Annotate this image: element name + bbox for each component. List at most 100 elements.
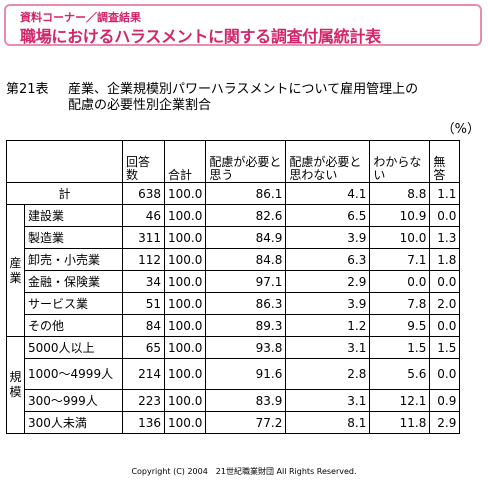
header-no-answer: 無答 xyxy=(429,140,461,183)
cell-unknown: 7.1 xyxy=(369,248,431,271)
cell-no-answer: 1.1 xyxy=(429,182,461,205)
row-label: 300人未満 xyxy=(24,411,123,434)
cell-need: 82.6 xyxy=(205,204,287,227)
cell-unknown: 5.6 xyxy=(369,358,431,390)
cell-no-need: 3.1 xyxy=(285,389,371,412)
row-label: 計 xyxy=(6,182,123,205)
cell-unknown: 9.5 xyxy=(369,314,431,337)
cell-no-need: 2.8 xyxy=(285,358,371,390)
cell-total: 100.0 xyxy=(163,226,207,249)
table-row: その他 84 100.0 89.3 1.2 9.5 0.0 xyxy=(7,314,461,337)
group-industry-text: 産業 xyxy=(9,255,22,285)
row-label: 建設業 xyxy=(24,204,123,227)
row-label: 製造業 xyxy=(24,226,123,249)
cell-no-answer: 1.3 xyxy=(429,226,461,249)
cell-unknown: 10.0 xyxy=(369,226,431,249)
cell-no-answer: 0.0 xyxy=(429,358,461,390)
cell-no-answer: 1.8 xyxy=(429,248,461,271)
page-banner: 資料コーナー／調査結果 職場におけるハラスメントに関する調査付属統計表 xyxy=(4,4,482,46)
cell-need: 86.1 xyxy=(205,182,287,205)
group-label-size: 規模 xyxy=(6,336,25,434)
unit-label: （%） xyxy=(441,122,480,137)
group-size-text: 規模 xyxy=(9,370,22,399)
row-label: 300〜999人 xyxy=(24,389,123,412)
group-label-industry: 産業 xyxy=(6,204,25,337)
cell-total: 100.0 xyxy=(163,358,207,390)
cell-no-need: 4.1 xyxy=(285,182,371,205)
cell-no-need: 2.9 xyxy=(285,270,371,293)
row-label: 1000〜4999人 xyxy=(24,358,123,390)
cell-need: 91.6 xyxy=(205,358,287,390)
header-row: 回答数 合計 配慮が必要と思う 配慮が必要と思わない わからない 無答 xyxy=(6,140,461,183)
cell-responses: 223 xyxy=(122,389,165,412)
cell-unknown: 0.0 xyxy=(369,270,431,293)
table-row: サービス業 51 100.0 86.3 3.9 7.8 2.0 xyxy=(7,292,461,315)
cell-responses: 46 xyxy=(122,204,165,227)
table-title-line2: 配慮の必要性別企業割合 xyxy=(68,98,212,113)
cell-need: 86.3 xyxy=(205,292,287,315)
cell-total: 100.0 xyxy=(163,204,207,227)
cell-need: 97.1 xyxy=(205,270,287,293)
header-unknown: わからない xyxy=(369,140,431,183)
copyright-notice: Copyright (C) 2004 21世紀職業財団 All Rights R… xyxy=(131,467,357,476)
table-row-total: 計 638 100.0 86.1 4.1 8.8 1.1 xyxy=(6,182,461,205)
cell-no-need: 6.3 xyxy=(285,248,371,271)
cell-no-answer: 0.0 xyxy=(429,314,461,337)
cell-total: 100.0 xyxy=(163,336,207,359)
cell-need: 84.8 xyxy=(205,248,287,271)
header-responses: 回答数 xyxy=(122,140,165,183)
row-label: 卸売・小売業 xyxy=(24,248,123,271)
table-row: 300〜999人 223 100.0 83.9 3.1 12.1 0.9 xyxy=(7,389,461,412)
cell-no-answer: 1.5 xyxy=(429,336,461,359)
header-blank xyxy=(6,140,123,183)
cell-no-answer: 0.9 xyxy=(429,389,461,412)
table-title-line1: 産業、企業規模別パワーハラスメントについて雇用管理上の xyxy=(68,82,419,97)
cell-need: 89.3 xyxy=(205,314,287,337)
cell-no-need: 3.9 xyxy=(285,292,371,315)
header-no-need: 配慮が必要と思わない xyxy=(285,140,371,183)
row-label: 5000人以上 xyxy=(24,336,123,359)
cell-total: 100.0 xyxy=(163,292,207,315)
cell-unknown: 1.5 xyxy=(369,336,431,359)
header-total: 合計 xyxy=(163,140,207,183)
cell-no-need: 3.1 xyxy=(285,336,371,359)
cell-responses: 34 xyxy=(122,270,165,293)
cell-unknown: 11.8 xyxy=(369,411,431,434)
cell-responses: 65 xyxy=(122,336,165,359)
cell-total: 100.0 xyxy=(163,411,207,434)
row-label: その他 xyxy=(24,314,123,337)
table-title: 第21表 産業、企業規模別パワーハラスメントについて雇用管理上の 配慮の必要性別企… xyxy=(6,82,482,114)
cell-no-answer: 0.0 xyxy=(429,270,461,293)
cell-no-answer: 2.9 xyxy=(429,411,461,434)
cell-total: 100.0 xyxy=(163,182,207,205)
row-label: 金融・保険業 xyxy=(24,270,123,293)
cell-responses: 214 xyxy=(122,358,165,390)
cell-no-need: 1.2 xyxy=(285,314,371,337)
cell-need: 83.9 xyxy=(205,389,287,412)
cell-responses: 84 xyxy=(122,314,165,337)
cell-unknown: 12.1 xyxy=(369,389,431,412)
cell-unknown: 10.9 xyxy=(369,204,431,227)
header-need: 配慮が必要と思う xyxy=(205,140,287,183)
cell-total: 100.0 xyxy=(163,314,207,337)
table-row: 300人未満 136 100.0 77.2 8.1 11.8 2.9 xyxy=(7,411,461,434)
cell-need: 77.2 xyxy=(205,411,287,434)
cell-total: 100.0 xyxy=(163,270,207,293)
cell-no-answer: 2.0 xyxy=(429,292,461,315)
cell-unknown: 8.8 xyxy=(369,182,431,205)
cell-unknown: 7.8 xyxy=(369,292,431,315)
banner-title: 職場におけるハラスメントに関する調査付属統計表 xyxy=(20,27,381,46)
table-row: 金融・保険業 34 100.0 97.1 2.9 0.0 0.0 xyxy=(7,270,461,293)
table-row: 規模 5000人以上 65 100.0 93.8 3.1 1.5 1.5 xyxy=(6,336,461,434)
cell-responses: 51 xyxy=(122,292,165,315)
cell-responses: 136 xyxy=(122,411,165,434)
cell-responses: 311 xyxy=(122,226,165,249)
table-row: 1000〜4999人 214 100.0 91.6 2.8 5.6 0.0 xyxy=(7,358,461,390)
cell-need: 84.9 xyxy=(205,226,287,249)
table-number: 第21表 xyxy=(6,82,49,97)
cell-total: 100.0 xyxy=(163,389,207,412)
cell-no-need: 8.1 xyxy=(285,411,371,434)
cell-need: 93.8 xyxy=(205,336,287,359)
table-row: 産業 建設業 46 100.0 82.6 6.5 10.9 0.0 xyxy=(6,204,461,337)
data-table: 回答数 合計 配慮が必要と思う 配慮が必要と思わない わからない 無答 計 63… xyxy=(6,140,461,434)
